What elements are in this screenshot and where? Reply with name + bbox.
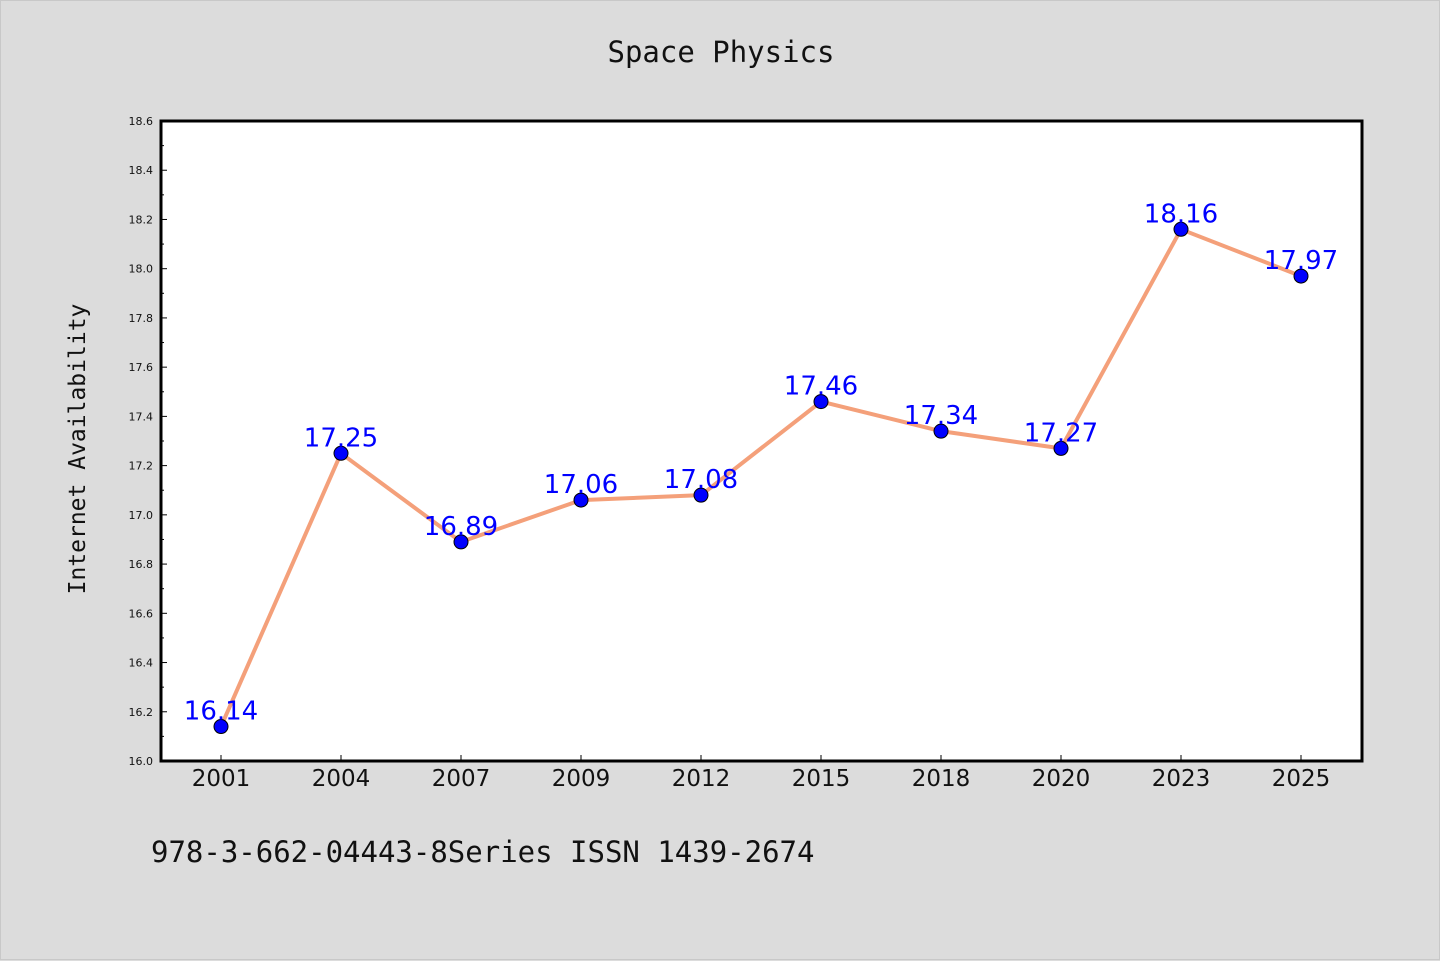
data-label: 16.89 <box>424 512 498 542</box>
x-tick-label: 2025 <box>1272 766 1331 792</box>
y-tick-label: 16.8 <box>129 558 154 571</box>
x-tick-label: 2018 <box>912 766 971 792</box>
data-label: 17.46 <box>784 372 858 402</box>
y-tick-label: 16.2 <box>129 706 154 719</box>
y-tick-label: 16.6 <box>129 607 154 620</box>
data-point <box>933 423 949 439</box>
data-label: 17.34 <box>904 401 978 431</box>
data-label: 17.27 <box>1024 418 1098 448</box>
x-tick-label: 2020 <box>1032 766 1091 792</box>
footer-text: 978-3-662-04443-8Series ISSN 1439-2674 <box>151 835 815 869</box>
plot-border <box>159 119 1364 763</box>
data-point <box>573 492 589 508</box>
data-label: 17.08 <box>664 465 738 495</box>
data-point <box>333 445 349 461</box>
data-point <box>693 487 709 503</box>
x-tick-label: 2012 <box>672 766 731 792</box>
plot-area <box>161 121 1362 761</box>
data-label: 17.25 <box>304 423 378 453</box>
y-tick-label: 18.4 <box>129 164 154 177</box>
data-point <box>813 394 829 410</box>
y-tick-label: 16.4 <box>129 657 154 670</box>
data-point <box>1293 268 1309 284</box>
y-tick-label: 18.2 <box>129 213 154 226</box>
data-label: 17.97 <box>1264 246 1338 276</box>
x-tick-label: 2001 <box>192 766 251 792</box>
series-line <box>219 227 1303 729</box>
y-tick-label: 17.6 <box>129 361 154 374</box>
x-tick-label: 2023 <box>1152 766 1211 792</box>
y-tick-label: 17.0 <box>129 509 154 522</box>
data-label: 17.06 <box>544 470 618 500</box>
data-point <box>1053 440 1069 456</box>
y-tick-label: 16.0 <box>129 755 154 768</box>
y-tick-label: 18.0 <box>129 263 154 276</box>
y-tick-label: 17.4 <box>129 410 154 423</box>
chart-title: Space Physics <box>607 35 835 69</box>
x-tick-label: 2004 <box>312 766 371 792</box>
x-tick-label: 2007 <box>432 766 491 792</box>
y-tick-label: 17.8 <box>129 312 154 325</box>
data-point <box>453 534 469 550</box>
data-label: 16.14 <box>184 697 258 727</box>
x-tick-label: 2015 <box>792 766 851 792</box>
y-tick-label: 17.2 <box>129 460 154 473</box>
data-point <box>1173 221 1189 237</box>
x-tick-label: 2009 <box>552 766 611 792</box>
data-label: 18.16 <box>1144 199 1218 229</box>
data-point <box>213 719 229 735</box>
y-tick-label: 18.6 <box>129 115 154 128</box>
